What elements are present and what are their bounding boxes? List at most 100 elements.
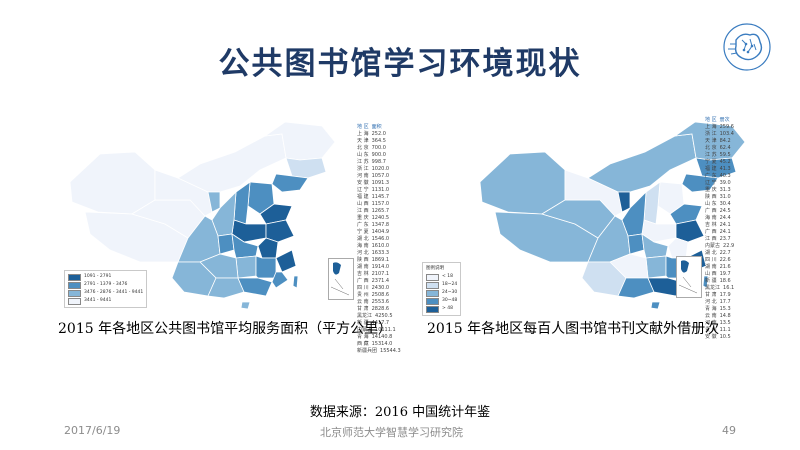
table-row: 江 苏 59.5	[705, 152, 731, 158]
table-row: 福 建 1145.7	[357, 194, 390, 200]
table-row: 山 东 30.4	[705, 201, 731, 207]
region-jiangxi	[255, 255, 277, 279]
region-chongqing	[627, 233, 645, 255]
legend-right-ranges: 图例说明 < 18 18~24 24~30 30~48 > 48	[422, 262, 462, 316]
table-row: 重 庆 1240.5	[357, 215, 390, 221]
table-row: 海 南 1610.0	[357, 243, 390, 249]
table-row: 辽 宁 1131.0	[357, 187, 390, 193]
brain-logo-icon	[723, 23, 771, 71]
table-row: 吉 林 24.1	[705, 222, 731, 228]
region-hunan	[645, 255, 667, 279]
table-row: 内蒙古 22.9	[705, 243, 735, 249]
inset-left-south-sea	[328, 258, 354, 300]
table-row: 海 南 24.4	[705, 215, 731, 221]
region-anhui	[257, 237, 279, 259]
region-fujian	[271, 271, 289, 289]
table-row: 北 京 62.4	[705, 145, 731, 151]
region-xinjiang	[69, 151, 156, 215]
table-row: 新 疆 4417.7	[357, 320, 390, 326]
region-shandong	[259, 203, 293, 225]
region-taiwan	[702, 275, 709, 289]
region-inner-mongolia	[587, 133, 697, 193]
table-row: 广 东 1347.8	[357, 222, 390, 228]
region-guangxi	[617, 277, 655, 299]
table-row: 浙 江 1020.0	[357, 166, 390, 172]
region-hunan	[235, 255, 257, 279]
table-row: 黑龙江 4250.5	[357, 313, 393, 319]
table-row: 山 东 900.0	[357, 152, 386, 158]
region-shanxi	[233, 181, 251, 225]
region-inner-mongolia	[177, 133, 287, 193]
inset-right-south-sea	[676, 256, 702, 298]
footer-institute: 北京师范大学智慧学习研究院	[320, 426, 463, 439]
table-row: 宁 夏 45.2	[705, 159, 731, 165]
table-row: 浙 江 103.4	[705, 131, 734, 137]
table-row: 甘 肃 2828.6	[357, 306, 390, 312]
table-row: 陕 西 1869.1	[357, 257, 390, 263]
table-row: 河 南 1057.0	[357, 173, 390, 179]
table-row: 广 西 2371.4	[357, 278, 390, 284]
table-row: 新 疆 18.6	[705, 278, 731, 284]
region-shanxi	[643, 181, 661, 225]
table-row: 湖 南 1914.0	[357, 264, 390, 270]
table-row: 山 西 1157.0	[357, 201, 390, 207]
table-row: 天 津 84.2	[705, 138, 731, 144]
region-jiangsu	[675, 219, 705, 243]
table-row: 湖 南 21.6	[705, 264, 731, 270]
table-row: 河 北 1633.3	[357, 250, 390, 256]
table-row: 湖 北 1546.0	[357, 236, 390, 242]
table-row: 江 西 23.7	[705, 236, 731, 242]
region-hainan	[240, 301, 251, 310]
table-row: 河 北 17.7	[705, 299, 731, 305]
table-row: 贵 州 11.1	[705, 327, 731, 333]
table-row: 黑龙江 16.1	[705, 285, 735, 291]
table-row: 福 建 41.3	[705, 166, 731, 172]
table-row: 吉 林 2107.1	[357, 271, 390, 277]
region-chongqing	[217, 233, 235, 255]
region-guangdong	[237, 277, 273, 297]
table-row: 上 海 259.6	[705, 124, 734, 130]
region-zhejiang	[275, 249, 297, 273]
table-row: 重 庆 31.3	[705, 187, 731, 193]
region-jiangsu	[265, 219, 295, 243]
table-row: 辽 宁 39.0	[705, 180, 731, 186]
table-row: 江 苏 998.7	[357, 159, 386, 165]
footer-date: 2017/6/19	[64, 424, 121, 437]
table-row: 西 藏 15314.0	[357, 341, 393, 347]
region-ningxia	[617, 191, 631, 213]
caption-left: 2015 年各地区公共图书馆平均服务面积（平方公里）	[58, 321, 393, 337]
region-ningxia	[207, 191, 221, 213]
table-row: 江 西 1265.7	[357, 208, 390, 214]
table-right-values: 地 区册次上 海 259.6 浙 江 103.4 天 津 84.2 北 京 62.4 江 苏 59…	[705, 117, 734, 341]
table-header: 地 区册次	[705, 117, 730, 123]
data-source: 数据来源：2016 中国统计年鉴	[309, 405, 491, 420]
region-hainan	[650, 301, 661, 310]
table-row: 青 海 14140.8	[357, 334, 393, 340]
table-row: 陕 西 31.0	[705, 194, 731, 200]
table-row: 安 徽 10.5	[705, 334, 731, 340]
table-row: 内蒙古 10111.1	[357, 327, 396, 333]
region-taiwan	[292, 275, 299, 289]
footer-page-number: 49	[722, 424, 736, 437]
region-shandong	[669, 203, 703, 225]
table-row: 山 西 19.7	[705, 271, 731, 277]
table-row: 青 海 15.3	[705, 306, 731, 312]
region-jilin	[285, 157, 327, 179]
table-row: 天 津 364.5	[357, 138, 386, 144]
table-row: 四 川 22.6	[705, 257, 731, 263]
map-service-area	[60, 112, 360, 312]
table-row: 云 南 14.8	[705, 313, 731, 319]
table-row: 云 南 2553.6	[357, 299, 390, 305]
table-row: 四 川 2430.0	[357, 285, 390, 291]
table-row: 河 南 13.5	[705, 320, 731, 326]
table-row: 安 徽 1091.3	[357, 180, 390, 186]
table-row: 广 东 40.3	[705, 173, 731, 179]
table-header: 地 区面积	[357, 124, 382, 130]
table-row: 湖 北 22.7	[705, 250, 731, 256]
region-xinjiang	[479, 151, 566, 215]
table-row: 宁 夏 1404.9	[357, 229, 390, 235]
caption-right: 2015 年各地区每百人图书馆书刊文献外借册次	[427, 321, 720, 337]
table-row: 贵 州 2508.6	[357, 292, 390, 298]
region-guangxi	[207, 277, 245, 299]
table-row: 广 西 24.5	[705, 208, 731, 214]
